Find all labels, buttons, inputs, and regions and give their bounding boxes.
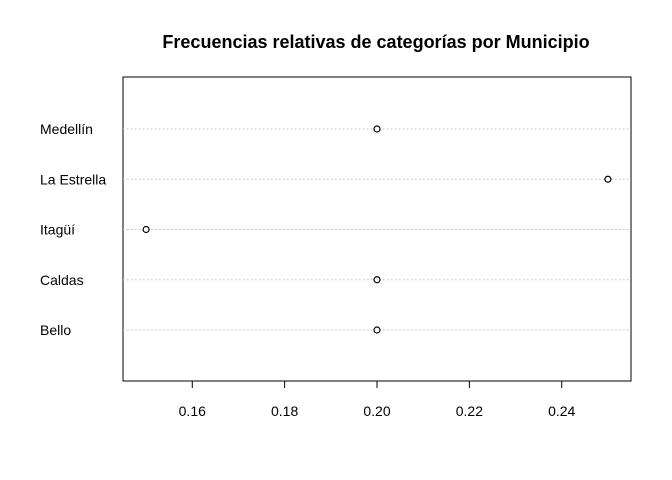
data-point: [142, 225, 150, 234]
x-tick-label: 0.16: [179, 403, 206, 419]
data-points: [142, 125, 612, 334]
data-point: [604, 175, 612, 183]
data-point: [373, 276, 381, 284]
data-point: [373, 326, 381, 334]
category-labels: Bello Caldas Itagüí La Estrella Medellín: [40, 121, 106, 338]
x-axis: 0.16 0.18 0.20 0.22 0.24: [179, 380, 576, 419]
x-tick-label: 0.18: [271, 403, 298, 419]
category-label: Medellín: [40, 121, 93, 137]
category-label: Caldas: [40, 272, 84, 288]
x-tick-label: 0.24: [548, 403, 575, 419]
data-point: [373, 125, 381, 133]
category-label: Itagüí: [40, 222, 75, 238]
grid-lines: [123, 128, 631, 331]
category-label: La Estrella: [40, 171, 106, 187]
chart-title: Frecuencias relativas de categorías por …: [162, 32, 589, 52]
x-tick-label: 0.20: [363, 403, 390, 419]
x-tick-label: 0.22: [456, 403, 483, 419]
category-label: Bello: [40, 322, 71, 338]
